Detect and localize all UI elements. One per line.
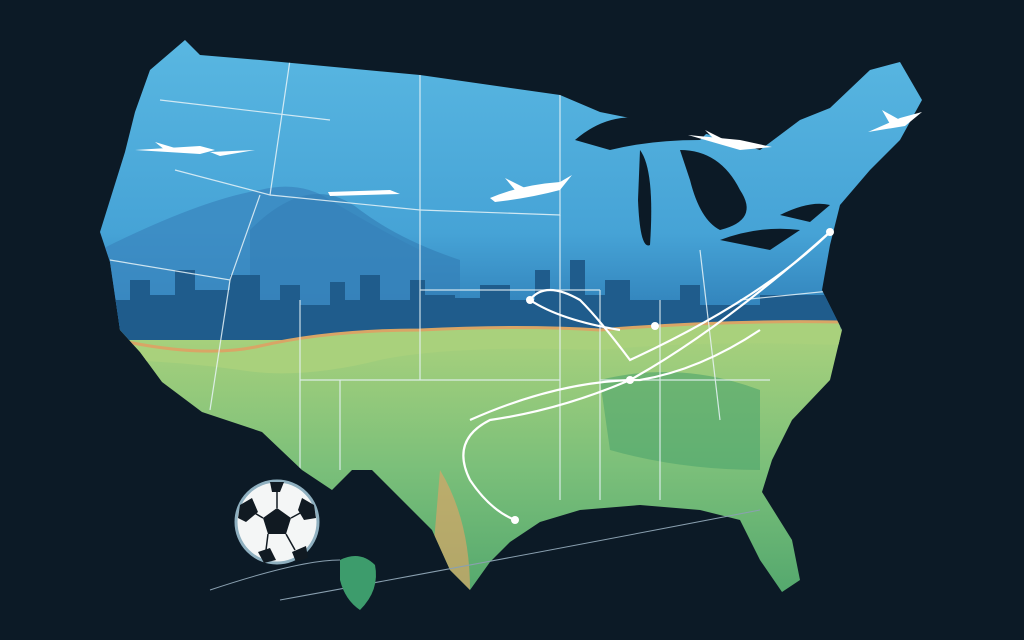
route-line bbox=[469, 329, 761, 422]
route-line bbox=[528, 231, 831, 362]
great-lakes bbox=[575, 117, 830, 250]
alaska-island bbox=[340, 556, 376, 610]
state-borders bbox=[109, 59, 841, 500]
route-pin-icon bbox=[626, 376, 634, 384]
soccer-ball-icon bbox=[234, 479, 320, 565]
route-pins bbox=[511, 228, 834, 524]
airplane-icon bbox=[328, 190, 400, 196]
arc-line bbox=[209, 559, 341, 591]
airplane-icon bbox=[868, 110, 922, 132]
plains bbox=[100, 321, 840, 374]
route-pin-icon bbox=[826, 228, 834, 236]
southeast-region bbox=[600, 372, 760, 470]
route-pin-icon bbox=[511, 516, 519, 524]
mountain-range bbox=[250, 194, 460, 330]
airplane-icon bbox=[688, 130, 772, 150]
airplane-icon bbox=[135, 142, 255, 156]
route-pin-icon bbox=[651, 322, 659, 330]
terrain-border bbox=[100, 320, 841, 353]
route-line bbox=[462, 231, 831, 522]
airplane-icon bbox=[490, 175, 572, 202]
arc-line bbox=[279, 509, 761, 601]
route-pin-icon bbox=[526, 296, 534, 304]
city-skyline bbox=[100, 260, 840, 340]
flight-routes bbox=[462, 231, 831, 522]
land-area bbox=[100, 40, 922, 592]
